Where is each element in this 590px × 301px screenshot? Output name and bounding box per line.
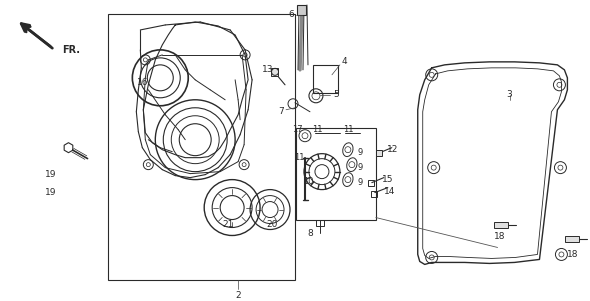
Text: 4: 4 — [341, 57, 347, 66]
Text: 14: 14 — [384, 187, 395, 196]
Text: 11: 11 — [294, 153, 304, 162]
Text: 18: 18 — [494, 232, 505, 241]
Bar — [376, 150, 382, 156]
Text: 19: 19 — [45, 170, 56, 179]
Text: 9: 9 — [357, 163, 362, 172]
Text: 19: 19 — [45, 188, 56, 197]
Text: 12: 12 — [387, 145, 398, 154]
Bar — [316, 219, 324, 225]
Text: 11: 11 — [312, 125, 322, 134]
Bar — [494, 222, 507, 228]
Text: 10: 10 — [303, 177, 313, 186]
Text: 5: 5 — [333, 90, 339, 99]
Text: 21: 21 — [222, 220, 234, 229]
Text: 16: 16 — [136, 78, 148, 87]
Bar — [296, 128, 376, 219]
Text: 15: 15 — [382, 175, 394, 184]
Text: 17: 17 — [291, 125, 302, 134]
Text: 9: 9 — [357, 148, 362, 157]
Bar — [271, 68, 278, 76]
Text: 11: 11 — [343, 125, 353, 134]
Text: 3: 3 — [507, 90, 512, 99]
Text: 7: 7 — [278, 107, 284, 116]
Text: 18: 18 — [566, 250, 578, 259]
Text: 2: 2 — [235, 291, 241, 300]
Text: 8: 8 — [307, 229, 313, 238]
Text: 20: 20 — [266, 220, 278, 229]
Bar — [368, 180, 374, 186]
Bar — [313, 65, 338, 93]
Bar — [109, 14, 295, 281]
Bar — [371, 191, 377, 197]
Text: 6: 6 — [288, 11, 294, 20]
Text: 13: 13 — [263, 65, 274, 74]
Bar — [297, 5, 306, 15]
Text: 9: 9 — [357, 178, 362, 187]
Bar — [565, 237, 579, 243]
Text: FR.: FR. — [63, 45, 80, 55]
